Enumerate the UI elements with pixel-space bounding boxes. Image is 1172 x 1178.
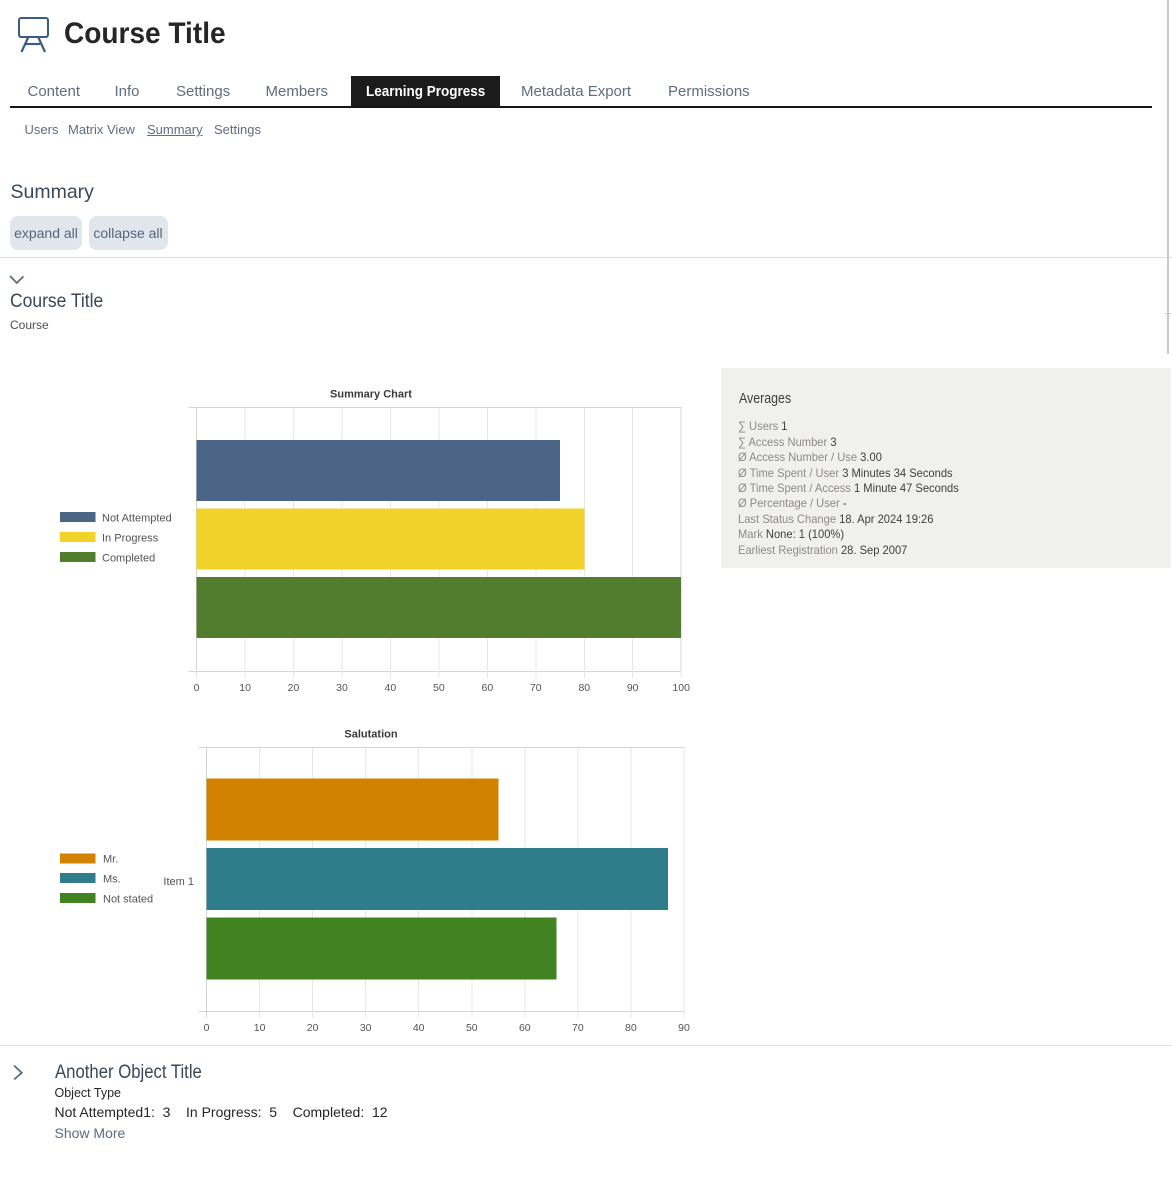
svg-text:90: 90 — [627, 682, 639, 694]
svg-text:50: 50 — [466, 1022, 478, 1034]
svg-text:Salutation: Salutation — [344, 728, 397, 740]
svg-text:Mr.: Mr. — [103, 854, 118, 866]
svg-text:40: 40 — [385, 682, 397, 694]
svg-text:100: 100 — [672, 682, 690, 694]
svg-text:90: 90 — [678, 1022, 690, 1034]
svg-text:80: 80 — [625, 1022, 637, 1034]
svg-text:10: 10 — [254, 1022, 266, 1034]
svg-text:50: 50 — [433, 682, 445, 694]
svg-text:40: 40 — [413, 1022, 425, 1034]
svg-text:Ms.: Ms. — [103, 874, 121, 886]
svg-text:70: 70 — [530, 682, 542, 694]
svg-text:20: 20 — [288, 682, 300, 694]
svg-text:30: 30 — [336, 682, 348, 694]
svg-text:70: 70 — [572, 1022, 584, 1034]
svg-text:10: 10 — [239, 682, 251, 694]
svg-text:60: 60 — [482, 682, 494, 694]
svg-text:In Progress: In Progress — [102, 533, 159, 545]
svg-text:Not Attempted: Not Attempted — [102, 513, 172, 525]
svg-text:Item 1: Item 1 — [163, 876, 194, 888]
svg-text:0: 0 — [204, 1022, 210, 1034]
svg-text:0: 0 — [194, 682, 200, 694]
svg-text:Not stated: Not stated — [103, 894, 153, 906]
svg-text:80: 80 — [578, 682, 590, 694]
svg-text:60: 60 — [519, 1022, 531, 1034]
svg-text:20: 20 — [307, 1022, 319, 1034]
svg-text:Summary Chart: Summary Chart — [330, 388, 412, 400]
svg-text:30: 30 — [360, 1022, 372, 1034]
svg-text:Completed: Completed — [102, 552, 155, 564]
